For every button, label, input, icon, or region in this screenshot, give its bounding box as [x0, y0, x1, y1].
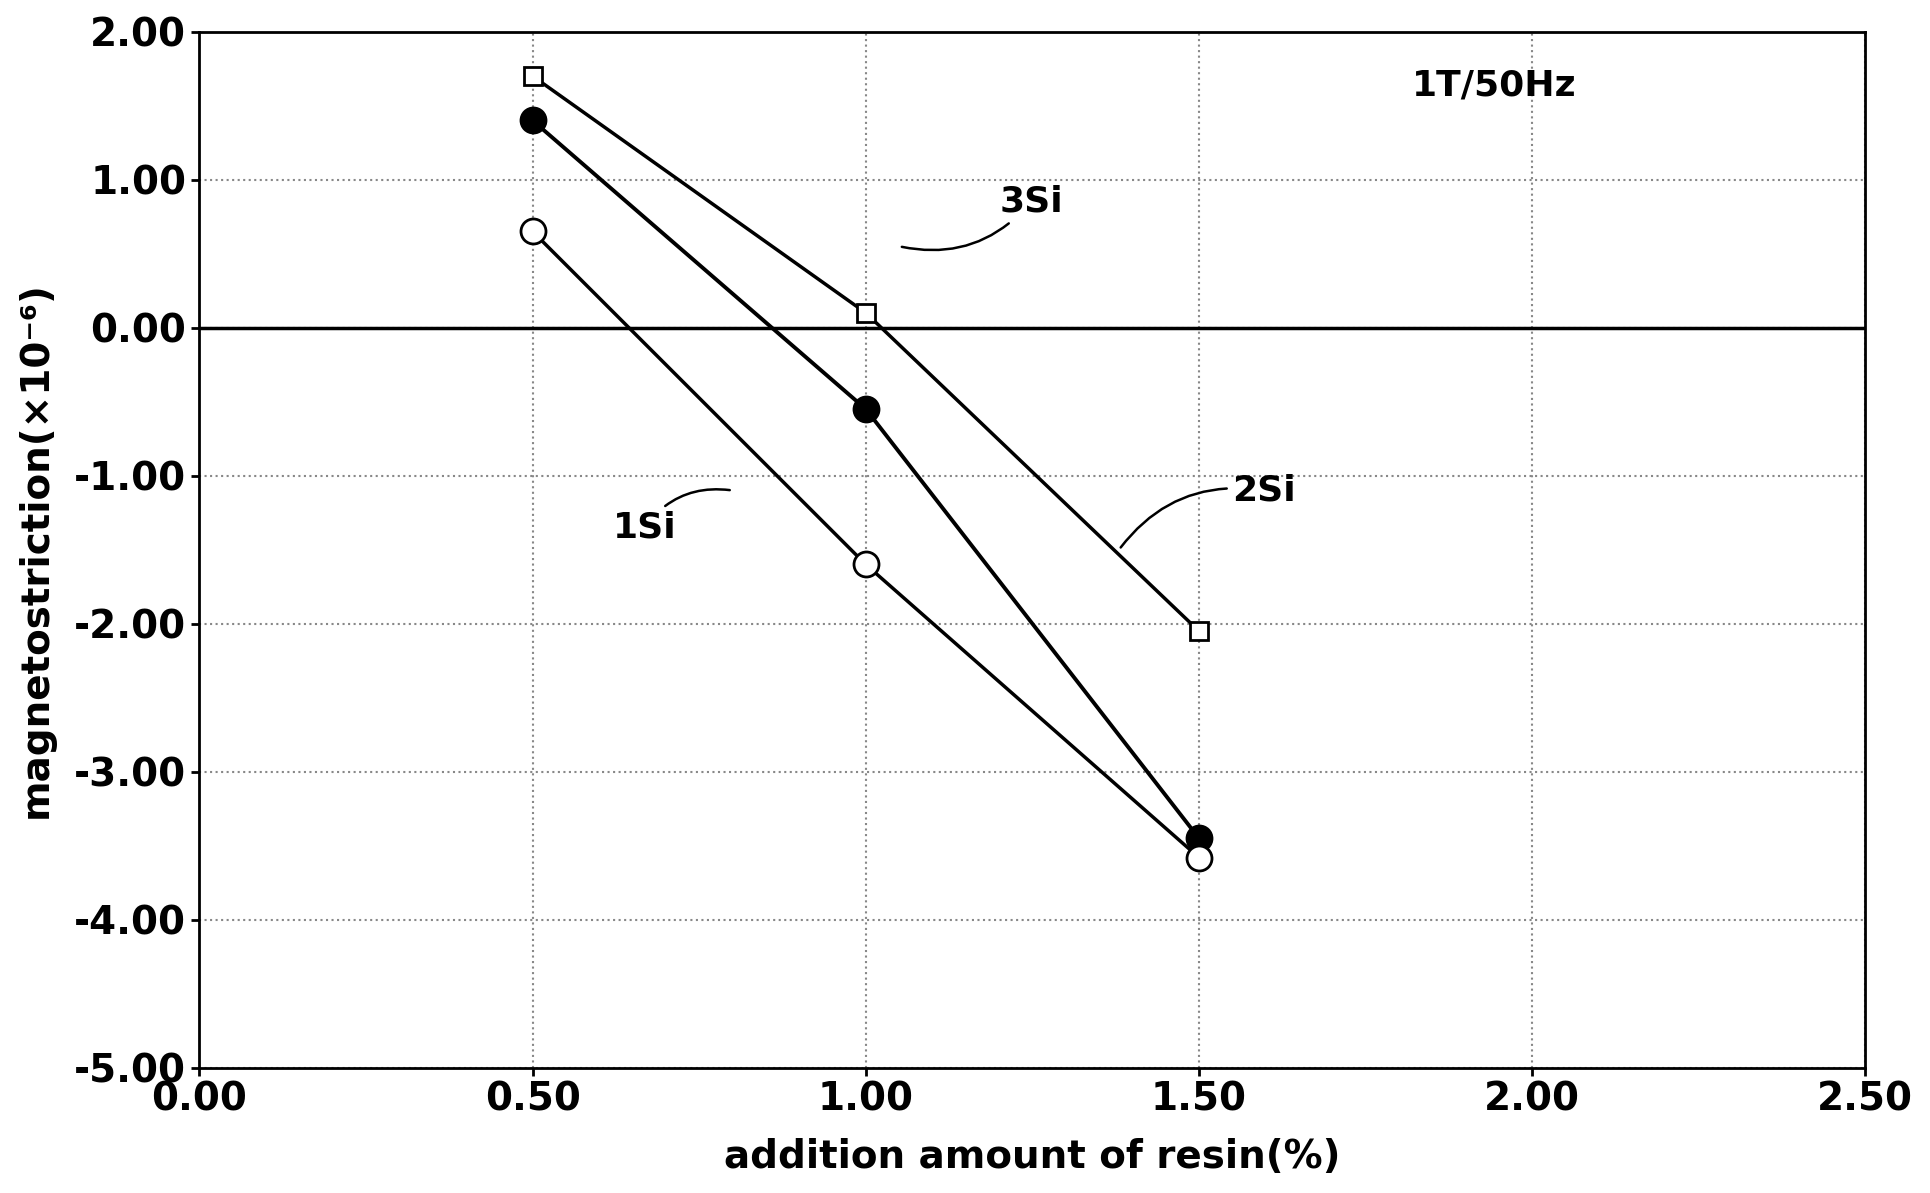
Text: 3Si: 3Si: [901, 185, 1063, 251]
Text: 1T/50Hz: 1T/50Hz: [1413, 69, 1577, 103]
X-axis label: addition amount of resin(%): addition amount of resin(%): [724, 1138, 1341, 1176]
Text: 2Si: 2Si: [1121, 474, 1295, 548]
Text: 1Si: 1Si: [612, 489, 730, 544]
Y-axis label: magnetostriction(×10⁻⁶): magnetostriction(×10⁻⁶): [17, 282, 54, 818]
